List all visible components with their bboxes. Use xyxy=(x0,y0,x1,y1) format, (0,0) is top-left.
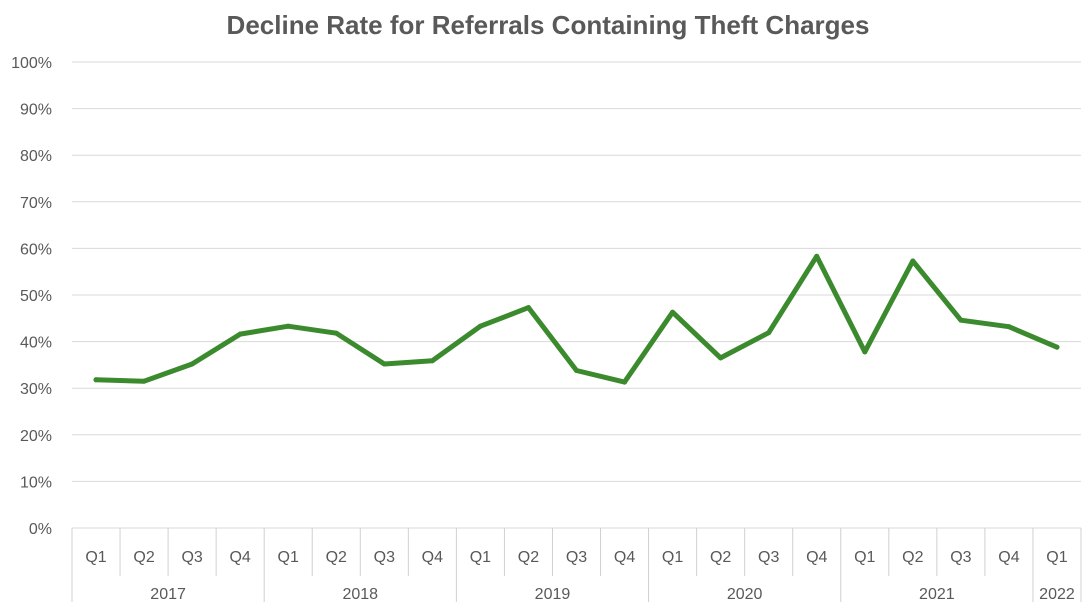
x-tick-label: Q2 xyxy=(710,549,731,566)
data-point xyxy=(141,378,147,384)
y-tick-label: 30% xyxy=(20,381,52,398)
y-tick-label: 70% xyxy=(20,195,52,212)
data-point xyxy=(93,377,99,383)
x-tick-label: Q3 xyxy=(566,549,587,566)
data-point xyxy=(1054,344,1060,350)
x-tick-label: Q4 xyxy=(422,549,443,566)
x-group-label: 2021 xyxy=(919,586,955,602)
data-point xyxy=(958,317,964,323)
x-tick-label: Q1 xyxy=(662,549,683,566)
data-point xyxy=(525,305,531,311)
y-tick-label: 80% xyxy=(20,148,52,165)
y-tick-label: 90% xyxy=(20,102,52,119)
x-group-label: 2018 xyxy=(342,586,378,602)
data-point xyxy=(574,367,579,373)
data-point xyxy=(766,330,772,336)
y-tick-label: 20% xyxy=(20,428,52,445)
chart-title: Decline Rate for Referrals Containing Th… xyxy=(227,10,870,40)
data-point xyxy=(333,330,339,336)
x-tick-label: Q2 xyxy=(902,549,923,566)
x-group-label: 2022 xyxy=(1039,586,1075,602)
y-tick-label: 10% xyxy=(20,474,52,491)
data-point xyxy=(622,379,628,385)
data-point xyxy=(477,323,483,329)
data-point xyxy=(285,323,291,329)
data-point xyxy=(718,355,724,361)
x-tick-label: Q3 xyxy=(181,549,202,566)
x-tick-label: Q2 xyxy=(326,549,347,566)
x-axis: Q1 Q2 Q3 Q4 Q1 Q2 Q3 Q4 Q1 Q2 Q3 Q4 Q1 Q2 Q3 Q4 Q1 Q2 Q3 Q4… xyxy=(71,528,1082,603)
gridlines xyxy=(72,61,1081,529)
data-point xyxy=(910,258,916,264)
x-group-label: 2017 xyxy=(150,586,186,602)
x-tick-label: Q3 xyxy=(950,549,971,566)
data-point xyxy=(862,349,868,355)
y-axis-ticks: 0% 10% 20% 30% 40% 50% 60% 70% 80% 90% 100% xyxy=(11,55,52,538)
data-point xyxy=(1006,324,1012,330)
x-tick-label: Q1 xyxy=(1046,549,1067,566)
data-point xyxy=(189,361,195,367)
data-point xyxy=(670,309,676,315)
y-tick-label: 40% xyxy=(20,335,52,352)
data-point xyxy=(429,358,435,364)
x-tick-label: Q3 xyxy=(374,549,395,566)
x-tick-label: Q1 xyxy=(854,549,875,566)
x-group-label: 2020 xyxy=(727,586,763,602)
x-tick-label: Q1 xyxy=(278,549,299,566)
y-tick-label: 100% xyxy=(11,55,52,72)
x-group-label: 2019 xyxy=(535,586,571,602)
data-point xyxy=(237,331,243,337)
y-tick-label: 50% xyxy=(20,288,52,305)
data-point xyxy=(814,253,820,259)
x-tick-label: Q2 xyxy=(133,549,154,566)
series-layer xyxy=(93,253,1060,385)
x-tick-label: Q4 xyxy=(806,549,827,566)
data-point xyxy=(381,361,387,367)
x-tick-label: Q3 xyxy=(758,549,779,566)
x-tick-label: Q1 xyxy=(85,549,106,566)
x-tick-label: Q4 xyxy=(998,549,1019,566)
y-tick-label: 0% xyxy=(29,521,52,538)
y-tick-label: 60% xyxy=(20,241,52,258)
x-tick-label: Q2 xyxy=(518,549,539,566)
x-tick-label: Q1 xyxy=(470,549,491,566)
series-line xyxy=(93,253,1060,385)
x-tick-label: Q4 xyxy=(614,549,635,566)
x-tick-label: Q4 xyxy=(229,549,250,566)
